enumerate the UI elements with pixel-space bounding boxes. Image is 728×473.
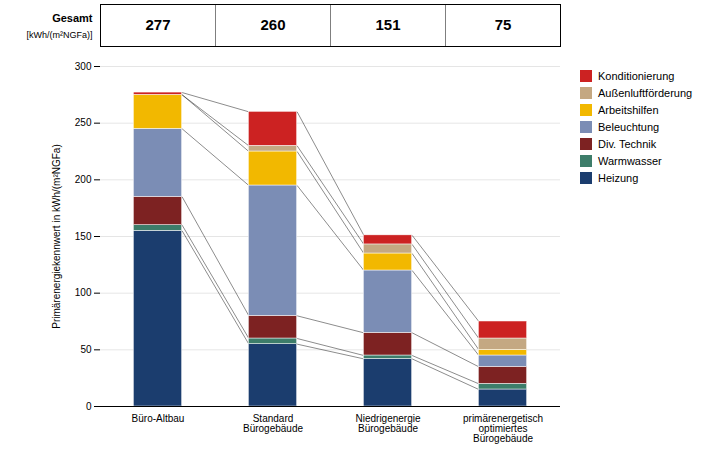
html-text:Beleuchtung: Beleuchtung [598, 121, 660, 133]
html-text:Konditionierung: Konditionierung [598, 70, 675, 82]
html-text:Warmwasser: Warmwasser [598, 155, 662, 167]
svg-text:277: 277 [145, 16, 170, 33]
svg-text:Gesamt: Gesamt [52, 12, 93, 24]
svg-text:150: 150 [75, 231, 92, 242]
svg-text:100: 100 [75, 287, 92, 298]
svg-text:NiedrigenergieBürogebäude: NiedrigenergieBürogebäude [355, 413, 420, 434]
svg-text:StandardBürogebäude: StandardBürogebäude [243, 413, 303, 434]
svg-text:50: 50 [80, 344, 92, 355]
svg-text:Büro-Altbau: Büro-Altbau [132, 413, 185, 424]
html-text:Div. Technik: Div. Technik [598, 138, 657, 150]
svg-text:75: 75 [495, 16, 512, 33]
html-text:Außenluftförderung: Außenluftförderung [598, 87, 693, 99]
svg-text:0: 0 [86, 401, 92, 412]
svg-text:primärenergetischoptimiertesBü: primärenergetischoptimiertesBürogebäude [463, 413, 543, 444]
svg-text:300: 300 [75, 61, 92, 72]
svg-text:250: 250 [75, 117, 92, 128]
html-text:Arbeitshilfen: Arbeitshilfen [598, 104, 659, 116]
html-text:Heizung: Heizung [598, 172, 639, 184]
svg-text:[kWh/(m²NGFa)]: [kWh/(m²NGFa)] [27, 30, 93, 40]
svg-text:151: 151 [375, 16, 400, 33]
svg-text:200: 200 [75, 174, 92, 185]
svg-text:260: 260 [260, 16, 285, 33]
svg-text:Primärenergiekennwert in kWh/(: Primärenergiekennwert in kWh/(m²NGFa) [51, 144, 62, 329]
